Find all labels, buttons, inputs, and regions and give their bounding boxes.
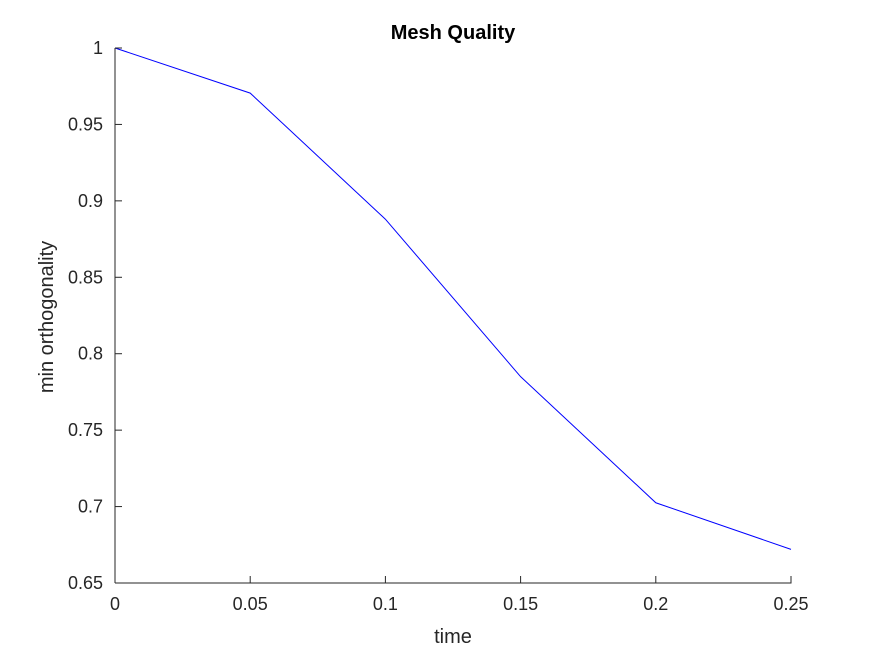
plot-area	[114, 47, 792, 550]
y-tick-label: 1	[93, 38, 103, 58]
y-tick-label: 0.9	[78, 191, 103, 211]
data-point	[520, 376, 521, 377]
x-tick-label: 0.15	[503, 594, 538, 614]
chart-title: Mesh Quality	[391, 22, 516, 44]
y-tick-label: 0.85	[68, 267, 103, 287]
x-tick-label: 0.25	[773, 594, 808, 614]
x-tick-label: 0.05	[233, 594, 268, 614]
x-tick-label: 0.1	[373, 594, 398, 614]
y-tick-label: 0.8	[78, 344, 103, 364]
y-tick-label: 0.95	[68, 114, 103, 134]
y-tick-label: 0.65	[68, 573, 103, 593]
data-point	[791, 549, 792, 550]
x-axis: 0 0.05 0.1 0.15 0.2 0.25	[110, 576, 809, 614]
data-point	[655, 502, 656, 503]
x-tick-label: 0	[110, 594, 120, 614]
y-tick-label: 0.7	[78, 497, 103, 517]
x-tick-label: 0.2	[643, 594, 668, 614]
x-axis-label: time	[434, 626, 472, 648]
y-axis-label: min orthogonality	[36, 241, 58, 393]
data-point	[385, 219, 386, 220]
data-point	[250, 93, 251, 94]
y-axis: 0.65 0.7 0.75 0.8 0.85 0.9 0.95 1	[68, 38, 122, 593]
y-tick-label: 0.75	[68, 420, 103, 440]
series-line-1	[114, 47, 792, 550]
